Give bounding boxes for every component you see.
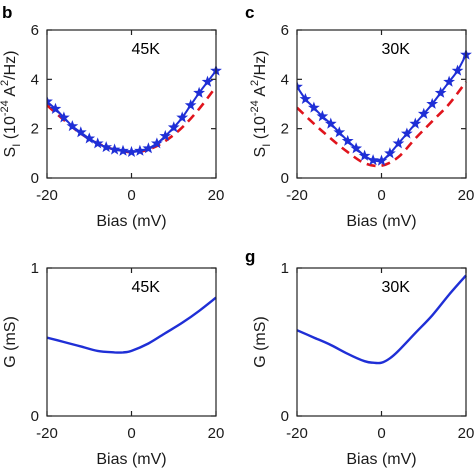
- temperature-annotation: 30K: [382, 41, 411, 58]
- data-point-star: [350, 142, 363, 154]
- data-point-star: [409, 117, 422, 129]
- x-tick-label: 20: [458, 425, 474, 442]
- data-point-star: [47, 95, 53, 107]
- data-point-star: [74, 126, 87, 138]
- fit-dashed-line: [297, 81, 468, 168]
- data-point-star: [384, 147, 396, 159]
- plot-area: [47, 64, 222, 158]
- y-axis-label: G (mS): [252, 316, 269, 368]
- data-point-star: [49, 102, 62, 114]
- data-point-star: [333, 126, 346, 138]
- y-tick-label: 0: [281, 170, 289, 187]
- y-axis-label: SI (10-24 A2/Hz): [249, 51, 273, 158]
- data-point-star: [176, 111, 189, 123]
- data-point-star: [117, 144, 129, 156]
- y-tick-label: 2: [281, 121, 289, 138]
- panel-letter: c: [245, 3, 254, 22]
- y-tick-label: 0: [281, 408, 289, 425]
- data-point-star: [451, 64, 464, 76]
- data-point-star: [167, 121, 180, 133]
- conductance-line: [47, 296, 217, 354]
- x-tick-label: -20: [286, 425, 308, 442]
- x-axis-label: Bias (mV): [346, 451, 416, 468]
- y-tick-label: 0: [31, 170, 39, 187]
- x-tick-label: 20: [208, 425, 225, 442]
- x-axis-label: Bias (mV): [346, 213, 416, 230]
- data-point-star: [184, 99, 197, 111]
- data-point-star: [297, 80, 303, 92]
- data-point-star: [201, 75, 214, 87]
- temperature-annotation: 45K: [132, 279, 161, 296]
- x-tick-label: 0: [377, 187, 385, 204]
- x-tick-label: 0: [377, 425, 385, 442]
- data-point-star: [426, 97, 439, 109]
- y-tick-label: 4: [281, 71, 289, 88]
- y-tick-label: 4: [31, 71, 39, 88]
- data-point-star: [434, 86, 447, 98]
- data-point-star: [307, 101, 320, 113]
- y-axis-label: G (mS): [2, 316, 19, 368]
- data-point-star: [299, 92, 312, 105]
- data-point-star: [443, 75, 456, 87]
- data-point-star: [392, 137, 405, 149]
- data-point-star: [83, 132, 96, 144]
- y-axis-label: SI (10-24 A2/Hz): [0, 51, 23, 158]
- data-point-star: [367, 154, 379, 166]
- y-tick-label: 1: [281, 260, 289, 277]
- data-point-star: [375, 154, 388, 166]
- measured-noise-line: [297, 54, 467, 163]
- x-tick-label: 20: [458, 187, 474, 204]
- data-point-star: [91, 137, 104, 149]
- data-point-star: [358, 149, 371, 161]
- y-tick-label: 2: [31, 121, 39, 138]
- data-point-star: [66, 120, 79, 132]
- x-tick-label: -20: [36, 187, 58, 204]
- data-point-star: [134, 144, 146, 156]
- x-tick-label: -20: [36, 425, 58, 442]
- plot-area: [297, 48, 472, 168]
- data-point-star: [100, 141, 113, 153]
- x-axis-label: Bias (mV): [96, 451, 166, 468]
- data-point-star: [193, 86, 206, 98]
- data-point-star: [316, 110, 329, 122]
- fit-dashed-line: [47, 85, 218, 154]
- x-axis-label: Bias (mV): [96, 213, 166, 230]
- conductance-line: [297, 274, 467, 365]
- y-tick-label: 6: [281, 22, 289, 39]
- data-point-star: [324, 117, 337, 129]
- x-tick-label: -20: [286, 187, 308, 204]
- panel-letter: g: [245, 247, 255, 266]
- plot-area: [47, 296, 217, 354]
- data-point-star: [341, 134, 354, 146]
- plot-area: [297, 274, 467, 365]
- data-point-star: [125, 145, 138, 158]
- data-point-star: [417, 107, 430, 119]
- data-point-star: [150, 137, 163, 149]
- panel-letter: b: [2, 3, 12, 22]
- data-point-star: [142, 142, 155, 154]
- x-tick-label: 20: [208, 187, 225, 204]
- data-point-star: [159, 129, 172, 142]
- x-tick-label: 0: [127, 425, 135, 442]
- data-point-star: [57, 111, 70, 123]
- y-tick-label: 0: [31, 408, 39, 425]
- temperature-annotation: 30K: [382, 279, 411, 296]
- x-tick-label: 0: [127, 187, 135, 204]
- y-tick-label: 1: [31, 260, 39, 277]
- temperature-annotation: 45K: [132, 41, 161, 58]
- data-point-star: [400, 127, 413, 139]
- measured-noise-line: [47, 70, 217, 154]
- data-point-star: [108, 143, 121, 155]
- y-tick-label: 6: [31, 22, 39, 39]
